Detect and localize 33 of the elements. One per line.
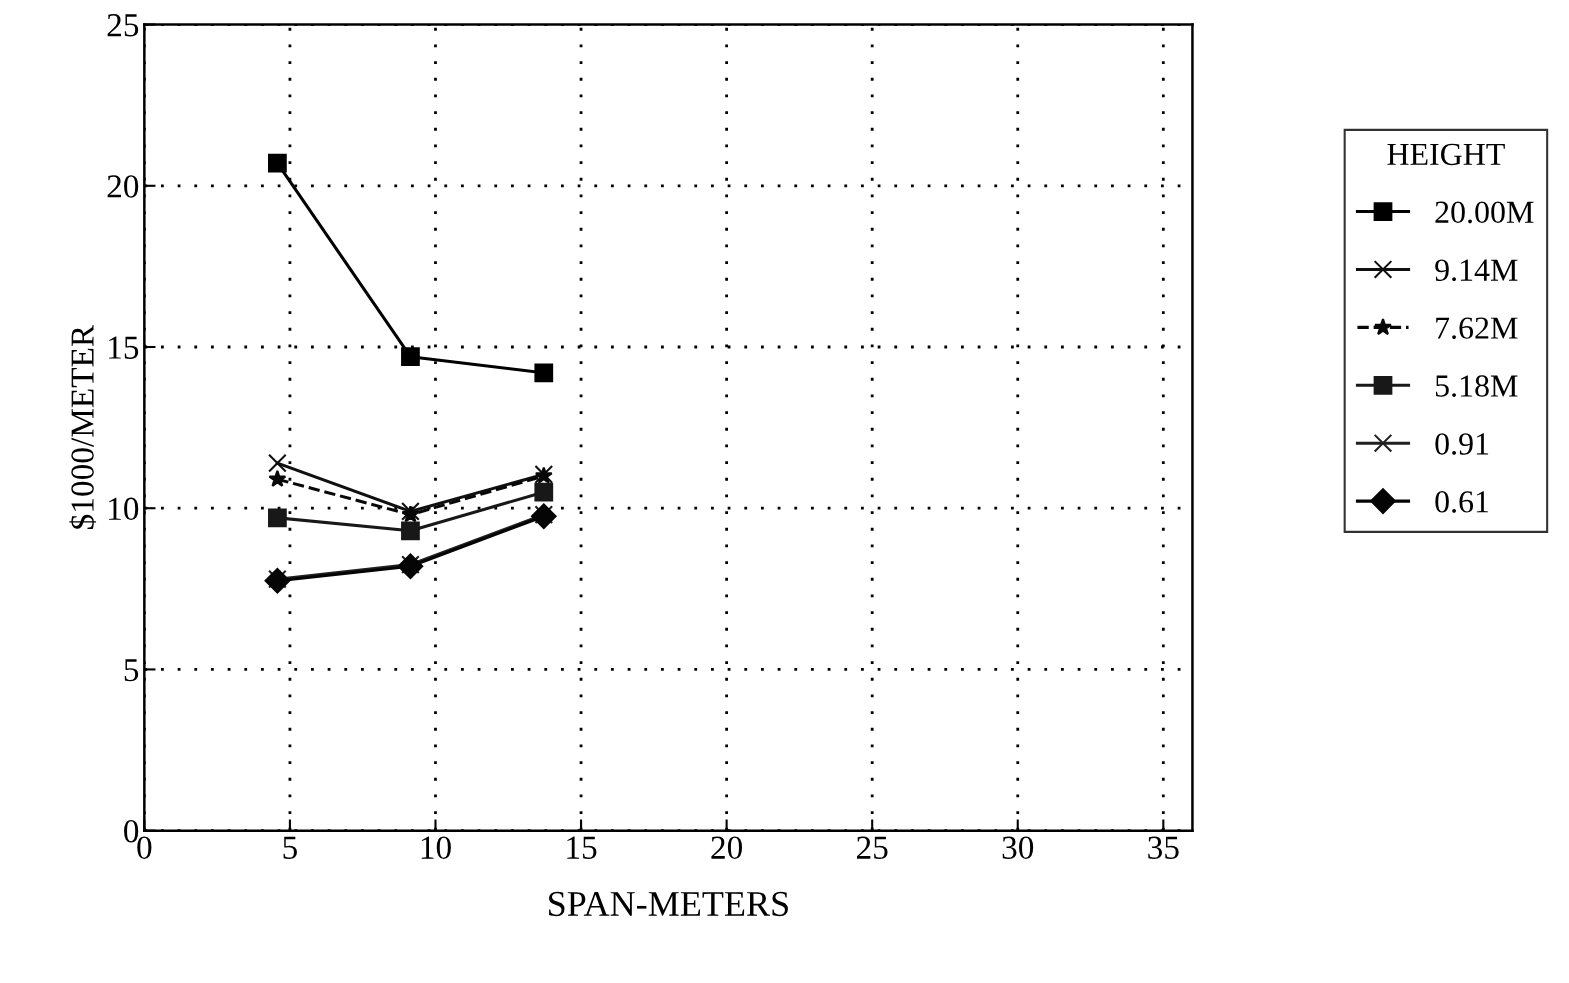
point	[268, 469, 287, 487]
x-tick-label: 15	[567, 836, 597, 859]
point	[534, 363, 554, 383]
point	[530, 503, 557, 530]
y-tick-label: 20	[107, 175, 139, 198]
y-axis-title: $1000/METER	[69, 324, 97, 529]
legend-label: 5.18M	[1435, 375, 1518, 397]
legend-label: 20.00M	[1435, 201, 1534, 224]
legend-label: 7.62M	[1436, 317, 1518, 340]
point	[401, 521, 420, 541]
point	[534, 482, 554, 502]
x-tick-label: 25	[856, 836, 888, 859]
y-tick-label: 0	[124, 820, 139, 843]
x-tick-label: 30	[1002, 836, 1034, 859]
point	[268, 453, 287, 473]
x-tick-label: 20	[711, 836, 743, 859]
y-tick-label: 15	[109, 336, 139, 359]
point	[401, 347, 420, 367]
legend-title: HEIGHT	[1387, 143, 1505, 166]
legend-label: 9.14M	[1435, 259, 1518, 282]
point	[268, 153, 287, 173]
legend-label: 0.91	[1435, 433, 1489, 455]
point	[268, 508, 287, 528]
y-tick-label: 5	[124, 659, 139, 682]
point	[397, 553, 424, 580]
y-tick-label: 10	[109, 497, 139, 521]
x-tick-label: 35	[1148, 836, 1179, 859]
x-tick-label: 10	[421, 836, 451, 859]
x-tick-label: 5	[283, 836, 297, 859]
y-tick-label: 25	[107, 14, 139, 37]
legend-label: 0.61	[1435, 491, 1489, 513]
point	[264, 567, 291, 594]
x-axis-title: SPAN-METERS	[549, 891, 788, 917]
